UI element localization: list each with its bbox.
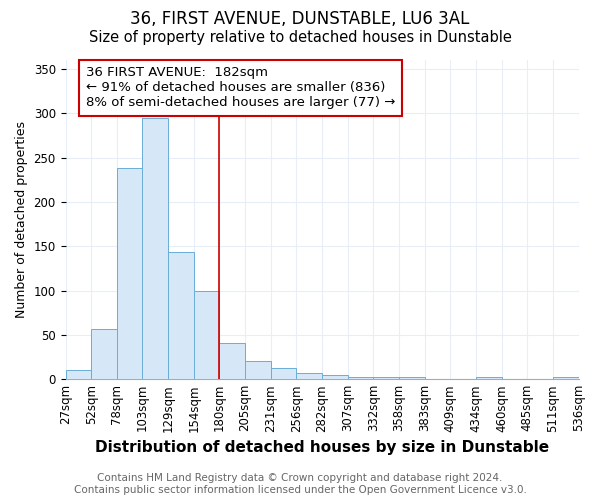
Bar: [168, 252, 194, 379]
Bar: [476, 378, 502, 379]
Bar: [65, 370, 91, 379]
Bar: [373, 376, 399, 379]
Text: Size of property relative to detached houses in Dunstable: Size of property relative to detached ho…: [89, 30, 511, 45]
Bar: [322, 374, 347, 379]
Y-axis label: Number of detached properties: Number of detached properties: [15, 121, 28, 318]
Bar: [245, 360, 271, 379]
Bar: [91, 328, 117, 379]
Bar: [271, 368, 296, 379]
Bar: [142, 118, 168, 379]
Text: 36 FIRST AVENUE:  182sqm
← 91% of detached houses are smaller (836)
8% of semi-d: 36 FIRST AVENUE: 182sqm ← 91% of detache…: [86, 66, 395, 110]
Bar: [220, 343, 245, 379]
Text: Contains HM Land Registry data © Crown copyright and database right 2024.
Contai: Contains HM Land Registry data © Crown c…: [74, 474, 526, 495]
Bar: [399, 376, 425, 379]
X-axis label: Distribution of detached houses by size in Dunstable: Distribution of detached houses by size …: [95, 440, 549, 455]
Bar: [296, 373, 322, 379]
Bar: [347, 376, 373, 379]
Bar: [553, 378, 578, 379]
Text: 36, FIRST AVENUE, DUNSTABLE, LU6 3AL: 36, FIRST AVENUE, DUNSTABLE, LU6 3AL: [130, 10, 470, 28]
Bar: [117, 168, 142, 379]
Bar: [194, 290, 220, 379]
